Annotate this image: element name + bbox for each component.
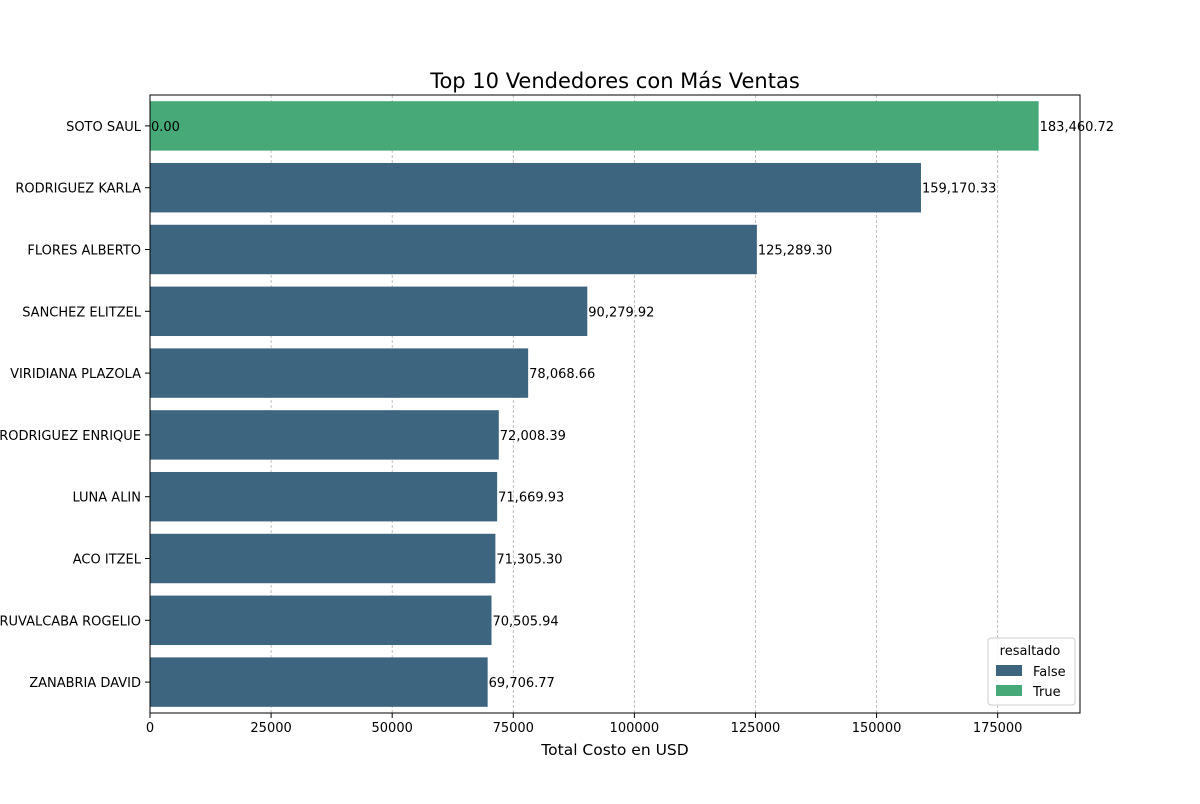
bar [150, 471, 498, 522]
bar [150, 348, 529, 398]
y-tick-label: SOTO SAUL [66, 120, 142, 135]
y-tick-label: LUNA ALIN [72, 491, 141, 506]
x-tick-label: 175000 [973, 721, 1023, 736]
bar [150, 410, 499, 460]
x-tick-label: 0 [146, 721, 154, 736]
y-tick-labels: SOTO SAUL RODRIGUEZ KARLA FLORES ALBERTO SA… [0, 120, 150, 691]
data-label: 71,669.93 [498, 491, 564, 506]
y-tick-label: VIRIDIANA PLAZOLA [10, 367, 141, 382]
data-label: 90,279.92 [588, 305, 654, 320]
data-label: 70,505.94 [493, 614, 559, 629]
bar [150, 101, 1039, 151]
plot-frame [149, 94, 1081, 714]
data-label: 78,068.66 [529, 367, 595, 382]
y-tick-label: RUVALCABA ROGELIO [0, 614, 141, 629]
bar [150, 595, 492, 646]
x-tick-label: 125000 [731, 721, 781, 736]
legend-swatch-true [996, 685, 1022, 696]
y-tick-label: SANCHEZ ELITZEL [22, 305, 142, 320]
legend: resaltado False True [987, 637, 1076, 706]
legend-label-true: True [1032, 685, 1061, 700]
bars [150, 101, 1039, 707]
data-label: 125,289.30 [758, 244, 832, 259]
y-tick-label: RODRIGUEZ ENRIQUE [0, 429, 141, 444]
data-label-zero: 0.00 [151, 120, 180, 135]
bar [150, 533, 496, 584]
data-labels: 183,460.72 159,170.33 125,289.30 90,279.92 7… [151, 120, 1114, 691]
x-ticks: 0 25000 50000 75000 100000 125000 150000 175000 [146, 713, 1023, 736]
legend-label-false: False [1033, 665, 1066, 680]
x-tick-label: 50000 [372, 721, 413, 736]
bar [150, 224, 757, 275]
bar [150, 657, 488, 707]
data-label: 72,008.39 [500, 429, 566, 444]
x-tick-label: 25000 [250, 721, 291, 736]
chart-title: Top 10 Vendedores con Más Ventas [429, 69, 800, 93]
x-tick-label: 100000 [610, 721, 660, 736]
x-axis-label: Total Costo en USD [540, 741, 688, 759]
y-tick-label: FLORES ALBERTO [27, 244, 141, 259]
y-tick-label: RODRIGUEZ KARLA [15, 182, 141, 197]
data-label: 183,460.72 [1040, 120, 1114, 135]
x-tick-label: 75000 [493, 721, 534, 736]
bar [150, 286, 588, 337]
data-label: 71,305.30 [496, 553, 562, 568]
data-label: 69,706.77 [489, 676, 555, 691]
y-tick-label: ZANABRIA DAVID [29, 676, 141, 691]
legend-swatch-false [996, 665, 1022, 676]
data-label: 159,170.33 [922, 182, 996, 197]
x-tick-label: 150000 [852, 721, 902, 736]
y-tick-label: ACO ITZEL [73, 553, 142, 568]
bar [150, 162, 921, 213]
legend-title: resaltado [1000, 644, 1061, 659]
